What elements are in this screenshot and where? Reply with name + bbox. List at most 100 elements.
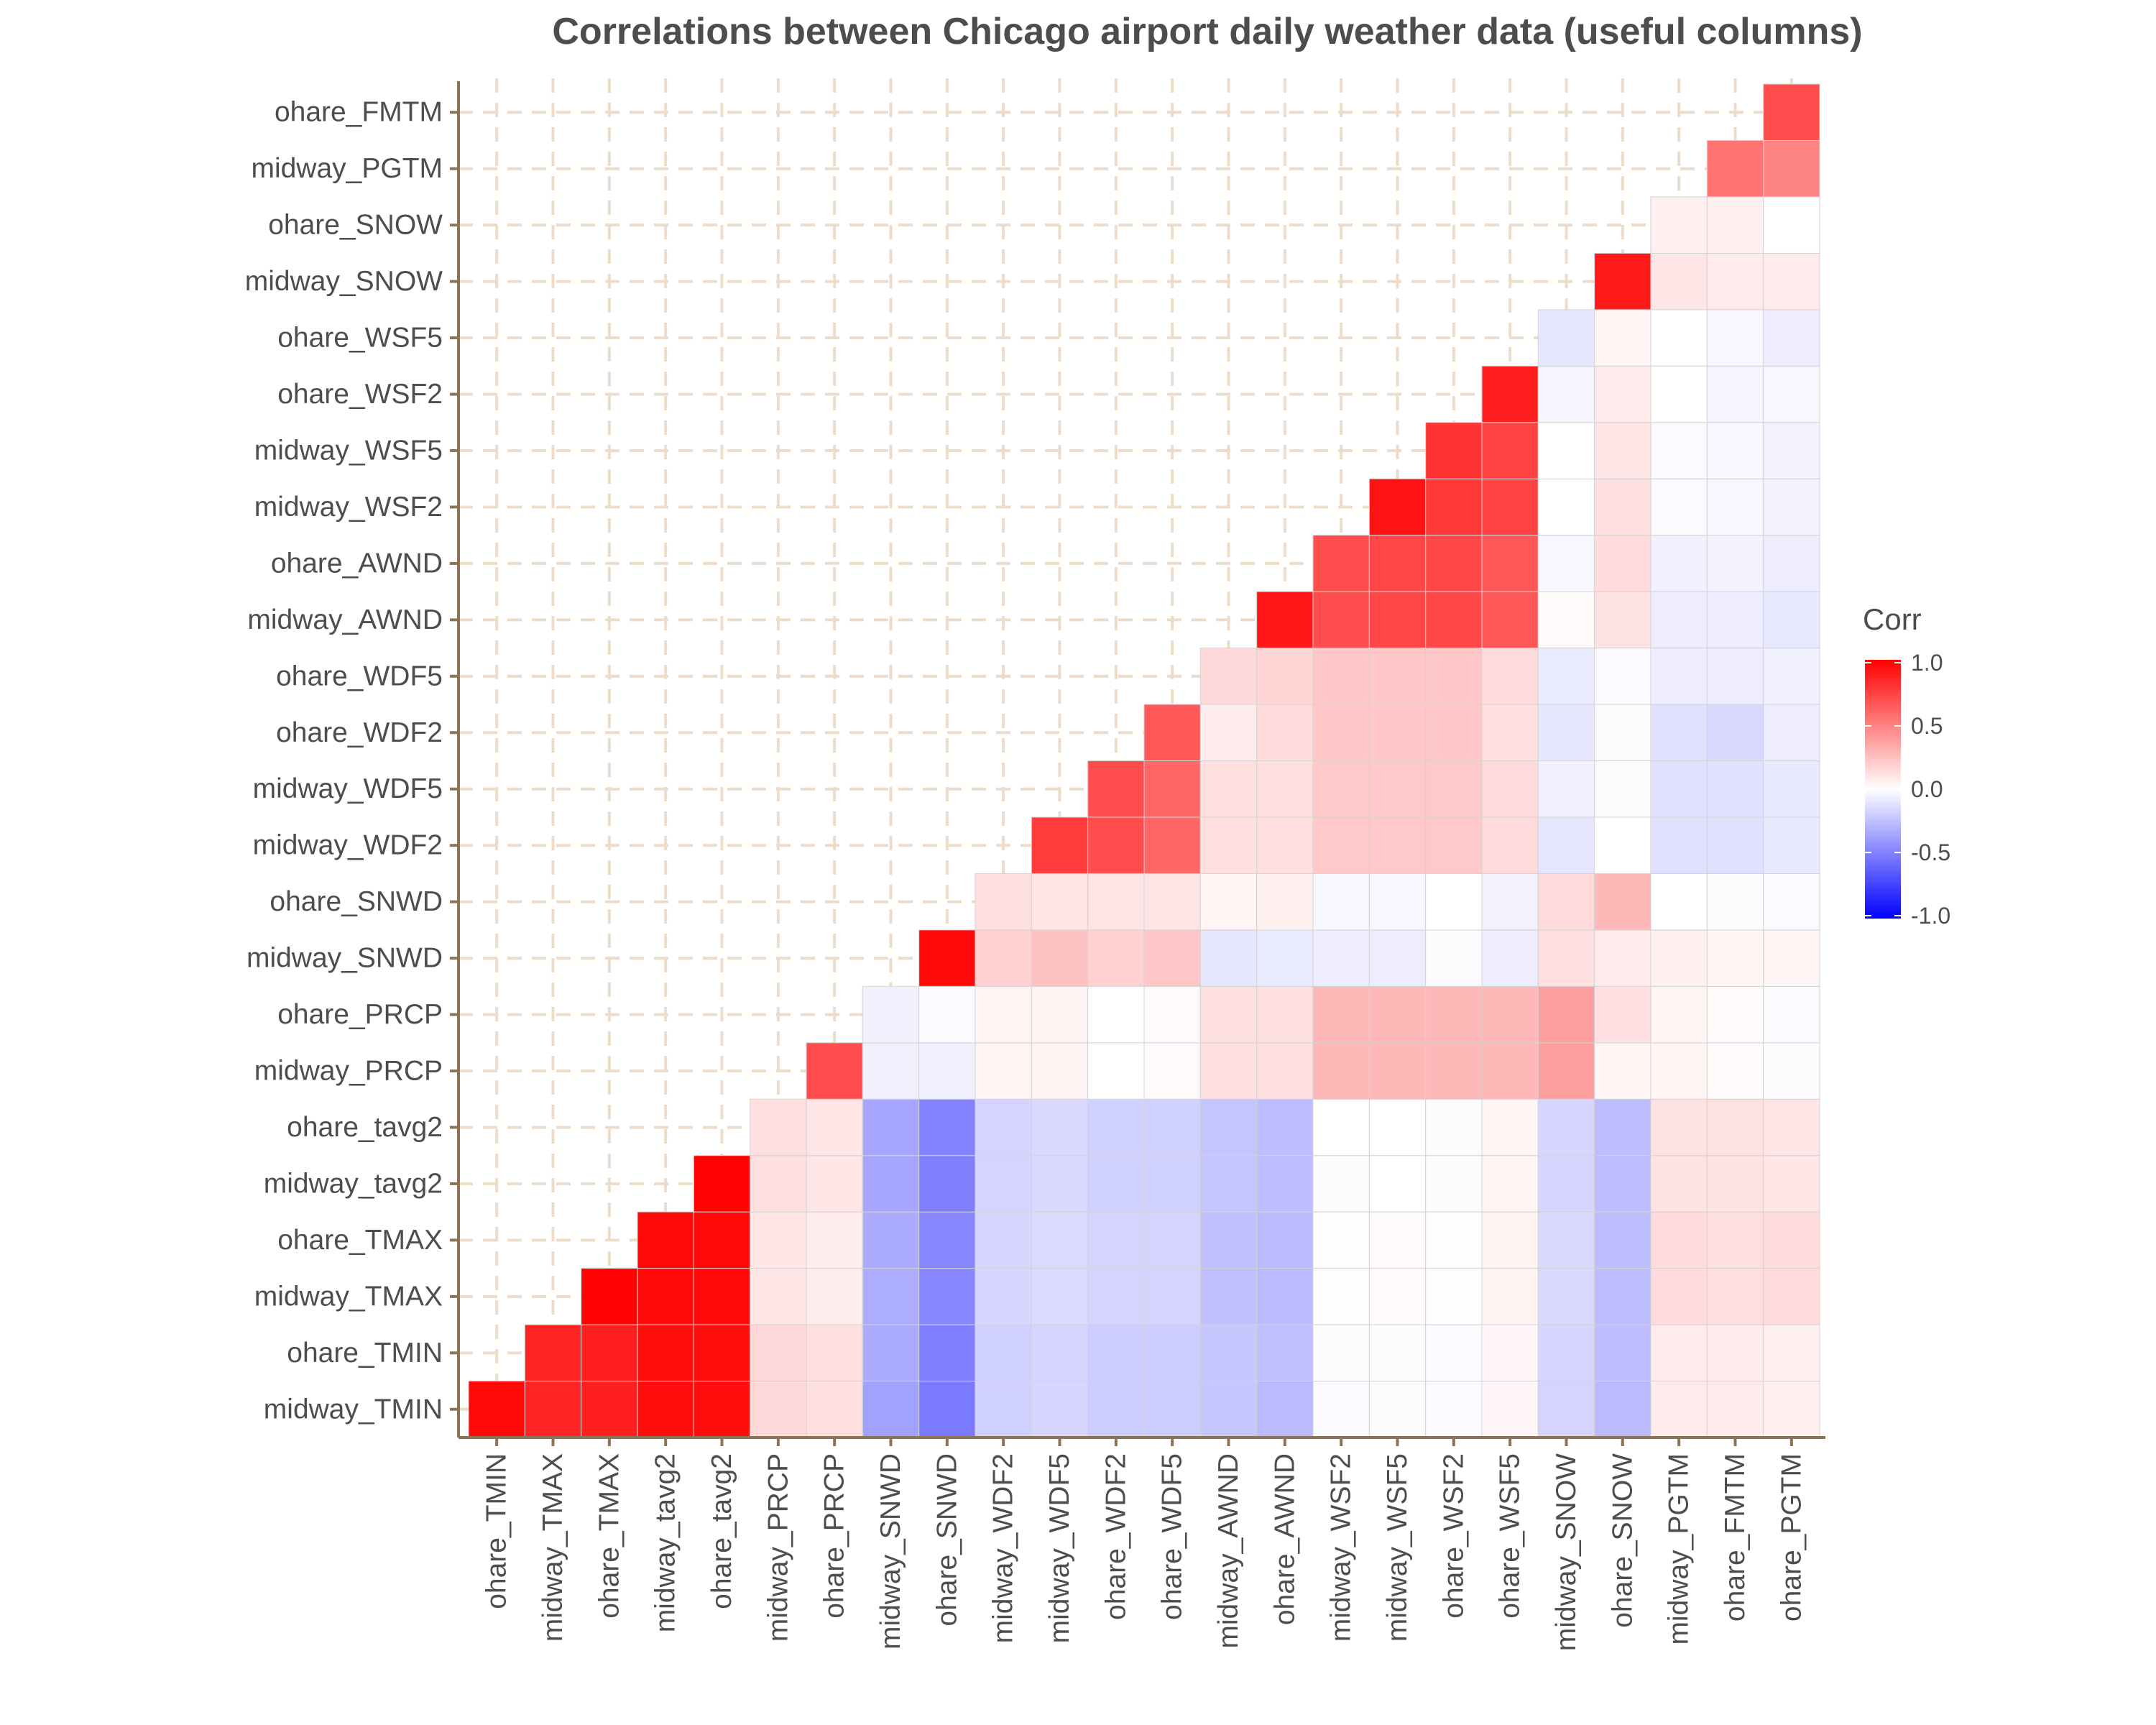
heatmap-cell: [975, 1042, 1032, 1100]
x-tick-label: midway_WDF2: [988, 1453, 1019, 1643]
heatmap-cell: [1763, 83, 1820, 141]
heatmap-cell: [1537, 760, 1595, 818]
heatmap-cell: [1031, 1098, 1089, 1156]
y-tick-label: ohare_SNOW: [268, 210, 443, 241]
y-tick-label: ohare_WSF2: [277, 379, 443, 410]
y-axis-labels: midway_TMIN ohare_TMIN midway_TMAX ohare_TM…: [245, 97, 443, 1425]
heatmap-cell: [975, 1381, 1032, 1438]
heatmap-cell: [1425, 873, 1483, 931]
heatmap-cell: [1537, 365, 1595, 423]
heatmap-cell: [1650, 929, 1708, 987]
x-tick-label: ohare_SNWD: [931, 1453, 962, 1627]
heatmap-cell: [1706, 309, 1764, 367]
heatmap-cell: [1368, 873, 1427, 931]
heatmap-cell: [1650, 704, 1708, 762]
heatmap-cell: [1650, 1268, 1708, 1325]
x-tick-label: midway_WDF5: [1044, 1453, 1075, 1643]
heatmap-cell: [975, 1268, 1032, 1325]
heatmap-cell: [1650, 1381, 1708, 1438]
y-tick-label: ohare_TMIN: [287, 1338, 443, 1368]
heatmap-cell: [1706, 478, 1764, 536]
heatmap-cell: [1425, 1268, 1483, 1325]
heatmap-cell: [1425, 1381, 1483, 1438]
heatmap-cell: [1087, 1211, 1145, 1269]
heatmap-cell: [1031, 816, 1089, 874]
x-tick-label: ohare_SNOW: [1607, 1453, 1638, 1628]
heatmap-cell: [806, 1381, 863, 1438]
heatmap-cell: [1256, 929, 1314, 987]
x-tick-label: ohare_FMTM: [1720, 1453, 1751, 1622]
heatmap-cell: [1650, 535, 1708, 592]
x-tick-label: midway_PGTM: [1664, 1453, 1695, 1645]
heatmap-cell: [1256, 648, 1314, 705]
heatmap-cell: [1368, 929, 1427, 987]
y-tick-label: ohare_tavg2: [287, 1112, 443, 1143]
heatmap-cell: [1594, 252, 1651, 310]
heatmap-cell: [1312, 704, 1370, 762]
heatmap-cell: [918, 929, 976, 987]
heatmap-cell: [1481, 591, 1539, 649]
heatmap-cell: [1763, 648, 1820, 705]
heatmap-cell: [1425, 929, 1483, 987]
heatmap-cell: [1199, 648, 1258, 705]
heatmap-cell: [1706, 1268, 1764, 1325]
heatmap-cell: [524, 1381, 582, 1438]
heatmap-cell: [1763, 985, 1820, 1044]
heatmap-cell: [1143, 873, 1201, 931]
heatmap-cell: [1087, 873, 1145, 931]
heatmap-cell: [1706, 985, 1764, 1044]
heatmap-cell: [806, 1155, 863, 1213]
heatmap-cell: [1256, 760, 1314, 818]
heatmap-cell: [1706, 1098, 1764, 1156]
heatmap-cell: [693, 1324, 751, 1382]
heatmap-cell: [1143, 1042, 1201, 1100]
heatmap-cell: [1706, 365, 1764, 423]
color-legend: 1.0 0.5 0.0 -0.5 -1.0: [1865, 650, 1950, 929]
heatmap-cell: [1481, 929, 1539, 987]
heatmap-cell: [1031, 985, 1089, 1044]
heatmap-cell: [1312, 1381, 1370, 1438]
heatmap-cell: [1537, 535, 1595, 592]
heatmap-cell: [1706, 591, 1764, 649]
heatmap-cell: [1087, 1324, 1145, 1382]
heatmap-cell: [1425, 985, 1483, 1044]
heatmap-cell: [1256, 704, 1314, 762]
heatmap-cell: [1763, 873, 1820, 931]
legend-tick-label: 1.0: [1911, 650, 1943, 676]
heatmap-cell: [1594, 478, 1651, 536]
heatmap-cell: [1312, 1155, 1370, 1213]
heatmap-cell: [1537, 648, 1595, 705]
y-tick-label: midway_WSF2: [254, 492, 443, 523]
heatmap-cell: [1537, 1381, 1595, 1438]
heatmap-cell: [918, 1324, 976, 1382]
heatmap-cell: [1481, 985, 1539, 1044]
y-tick-label: ohare_FMTM: [275, 97, 443, 128]
x-tick-label: ohare_PRCP: [819, 1453, 850, 1619]
heatmap-cell: [1312, 535, 1370, 592]
heatmap-cell: [1481, 1042, 1539, 1100]
heatmap-cell: [1256, 1155, 1314, 1213]
heatmap-cell: [1312, 873, 1370, 931]
heatmap-cell: [1312, 648, 1370, 705]
heatmap-cell: [1763, 1155, 1820, 1213]
heatmap-cell: [975, 1155, 1032, 1213]
heatmap-cell: [1031, 1324, 1089, 1382]
x-tick-label: midway_AWND: [1213, 1453, 1244, 1649]
x-tick-label: ohare_WSF5: [1495, 1453, 1526, 1619]
heatmap-cell: [637, 1211, 694, 1269]
heatmap-cell: [1256, 1211, 1314, 1269]
heatmap-cell: [1031, 873, 1089, 931]
heatmap-cell: [1481, 365, 1539, 423]
heatmap-cell: [806, 1324, 863, 1382]
legend-tick-label: -0.5: [1911, 840, 1950, 865]
heatmap-cell: [1650, 648, 1708, 705]
heatmap-cell: [1312, 760, 1370, 818]
heatmap-cell: [1481, 704, 1539, 762]
heatmap-cell: [1706, 816, 1764, 874]
heatmap-cell: [1763, 1324, 1820, 1382]
heatmap-cell: [1199, 873, 1258, 931]
heatmap-cell: [693, 1268, 751, 1325]
y-tick-label: midway_WDF2: [253, 830, 443, 861]
heatmap-cell: [1481, 1381, 1539, 1438]
